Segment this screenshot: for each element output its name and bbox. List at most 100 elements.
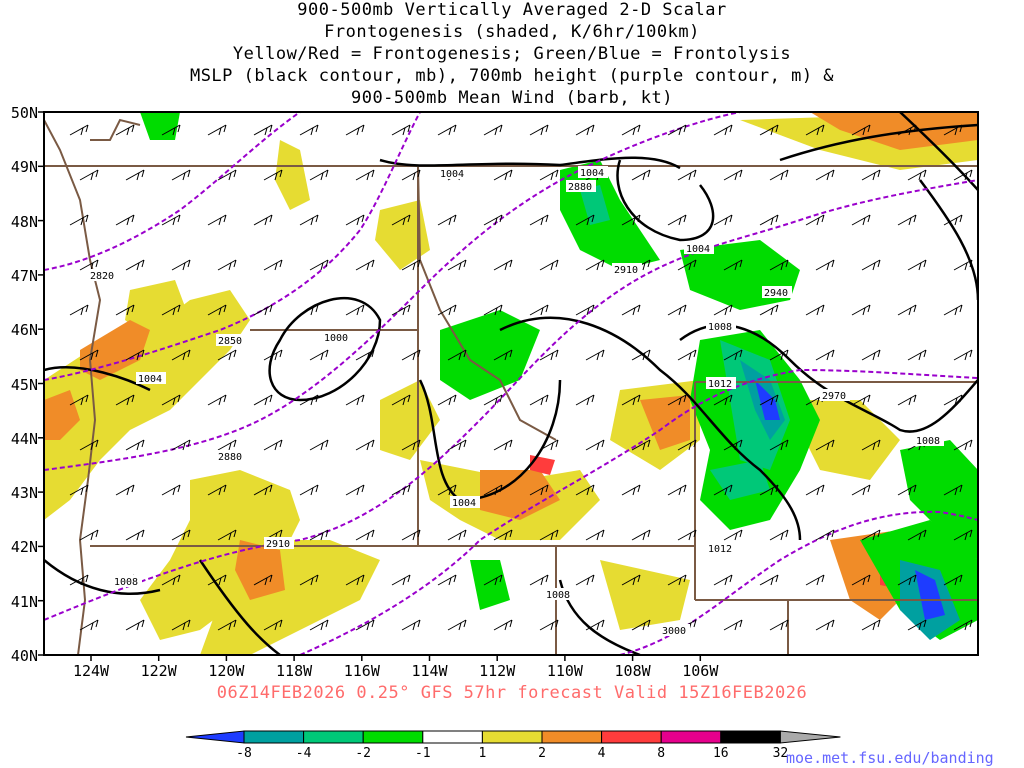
wind-barb (115, 214, 135, 226)
wind-barb (805, 484, 825, 496)
wind-barb (253, 124, 273, 136)
longitude-label: 106W (682, 662, 719, 680)
wind-barb (447, 529, 467, 541)
colorbar-label: -4 (295, 746, 312, 761)
contour-labels: 1004 1004 1000 1004 1008 1012 1012 1008 … (88, 166, 944, 637)
latitude-label: 47N (10, 266, 38, 285)
colorbar (185, 730, 841, 744)
wind-barb (253, 484, 273, 496)
wind-barb (769, 439, 789, 451)
longitude-label: 110W (546, 662, 583, 680)
height-contours (44, 112, 978, 655)
wind-barb (677, 529, 697, 541)
wind-barb (667, 214, 687, 226)
wind-barb (815, 439, 835, 451)
wind-barb (667, 124, 687, 136)
wind-barb (769, 259, 789, 271)
source-credit-link[interactable]: moe.met.fsu.edu/banding (786, 749, 994, 767)
wind-barb (575, 124, 595, 136)
svg-text:3000: 3000 (662, 626, 686, 637)
wind-barb (217, 439, 237, 451)
forecast-valid-time: 06Z14FEB2026 0.25° GFS 57hr forecast Val… (216, 683, 808, 703)
wind-barb (171, 349, 191, 361)
wind-barb (161, 304, 181, 316)
wind-barb (861, 169, 881, 181)
wind-barb (355, 439, 375, 451)
wind-barb (309, 259, 329, 271)
longitude-label: 112W (479, 662, 516, 680)
wind-barb (69, 394, 89, 406)
wind-barb (897, 394, 917, 406)
svg-text:1008: 1008 (916, 436, 940, 447)
wind-barb (217, 169, 237, 181)
wind-barb (171, 169, 191, 181)
wind-barb (805, 214, 825, 226)
wind-barb (631, 619, 651, 631)
longitude-label: 120W (208, 662, 245, 680)
colorbar-label: 16 (712, 746, 729, 761)
wind-barb (529, 574, 549, 586)
wind-barb (907, 619, 927, 631)
wind-barb (805, 124, 825, 136)
wind-barb (805, 574, 825, 586)
mslp-label: 1004 (578, 166, 608, 179)
wind-barb (585, 439, 605, 451)
wind-barb (953, 529, 973, 541)
wind-barb (309, 169, 329, 181)
wind-barb (171, 529, 191, 541)
colorbar-segment (481, 730, 543, 744)
wind-barb (815, 529, 835, 541)
wind-barb (493, 529, 513, 541)
wind-barb (621, 484, 641, 496)
latitude-label: 50N (10, 104, 38, 122)
wind-barb (299, 214, 319, 226)
longitude-label: 116W (343, 662, 380, 680)
wind-barb (539, 169, 559, 181)
wind-barb (713, 124, 733, 136)
wind-barb (125, 439, 145, 451)
colorbar-segment (362, 730, 424, 744)
wind-barb (125, 619, 145, 631)
wind-barb (897, 484, 917, 496)
wind-barb (253, 214, 273, 226)
colorbar-segment (185, 730, 245, 744)
wind-barb (345, 484, 365, 496)
wind-barb (677, 439, 697, 451)
wind-barb (621, 214, 641, 226)
wind-barb (391, 304, 411, 316)
colorbar-label: 1 (478, 746, 487, 761)
colorbar-label: 8 (657, 746, 666, 761)
wind-barb (483, 484, 503, 496)
wind-barb (759, 214, 779, 226)
wind-barb (69, 304, 89, 316)
latitude-label: 45N (10, 375, 38, 394)
wind-barb (207, 484, 227, 496)
svg-text:2820: 2820 (90, 271, 114, 282)
wind-barb (391, 394, 411, 406)
wind-barb (723, 349, 743, 361)
height-label: 3000 (660, 624, 690, 637)
svg-text:1008: 1008 (546, 590, 570, 601)
wind-barb (263, 349, 283, 361)
wind-barb (631, 169, 651, 181)
colorbar-label: -1 (414, 746, 431, 761)
wind-barb (401, 529, 421, 541)
longitude-label: 108W (614, 662, 651, 680)
wind-barb (621, 574, 641, 586)
wind-barb (759, 484, 779, 496)
wind-barb (79, 259, 99, 271)
map-plot-area (44, 112, 978, 655)
wind-barb (391, 214, 411, 226)
wind-barb (907, 349, 927, 361)
wind-barb (309, 529, 329, 541)
svg-text:1012: 1012 (708, 379, 732, 390)
wind-barb (483, 574, 503, 586)
wind-barb (493, 349, 513, 361)
wind-barb (759, 574, 779, 586)
wind-barb (529, 214, 549, 226)
latitude-label: 44N (10, 429, 38, 448)
wind-barb (575, 574, 595, 586)
wind-barb (355, 529, 375, 541)
wind-barb (401, 169, 421, 181)
wind-barb (125, 169, 145, 181)
